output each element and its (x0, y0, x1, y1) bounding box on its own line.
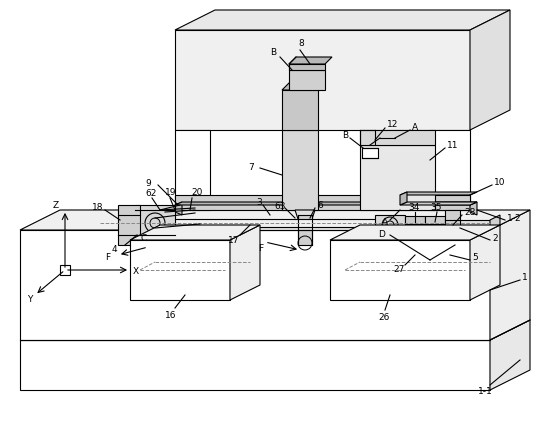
Text: 16: 16 (165, 311, 177, 319)
Text: A: A (382, 217, 388, 227)
Text: 3: 3 (256, 197, 262, 206)
Polygon shape (130, 225, 260, 240)
Polygon shape (470, 225, 500, 300)
Text: 8: 8 (298, 38, 304, 48)
Polygon shape (295, 210, 315, 240)
Text: 17: 17 (228, 235, 239, 244)
Text: 10: 10 (494, 178, 505, 187)
Text: 9: 9 (145, 179, 151, 187)
Text: 18: 18 (92, 203, 103, 211)
Text: F: F (258, 243, 263, 252)
Text: Y: Y (27, 295, 32, 305)
Polygon shape (330, 240, 470, 300)
Polygon shape (282, 90, 318, 130)
Text: Z: Z (53, 200, 59, 209)
Polygon shape (289, 70, 325, 90)
Text: D: D (378, 230, 385, 238)
Polygon shape (230, 225, 260, 300)
Text: 27: 27 (393, 265, 404, 274)
Polygon shape (490, 210, 530, 340)
Polygon shape (490, 320, 530, 390)
Polygon shape (375, 215, 405, 235)
Text: B: B (342, 130, 348, 140)
Polygon shape (360, 145, 435, 210)
Text: 1: 1 (522, 273, 528, 282)
Text: 26: 26 (378, 314, 389, 322)
Polygon shape (135, 205, 175, 240)
Polygon shape (20, 340, 490, 390)
Text: A: A (412, 122, 418, 132)
Polygon shape (175, 10, 510, 30)
Text: 28: 28 (464, 208, 475, 216)
Polygon shape (490, 215, 500, 230)
Polygon shape (360, 130, 435, 145)
Polygon shape (175, 195, 470, 210)
Text: 6: 6 (317, 200, 323, 209)
Polygon shape (400, 192, 407, 205)
Text: 11: 11 (447, 141, 459, 149)
Polygon shape (130, 220, 490, 230)
Text: 5: 5 (472, 254, 478, 262)
Polygon shape (175, 130, 210, 210)
Text: 12: 12 (387, 119, 398, 129)
Polygon shape (175, 30, 470, 130)
Text: 34: 34 (408, 203, 420, 211)
Text: 1-1: 1-1 (478, 387, 493, 397)
Polygon shape (330, 225, 500, 240)
Bar (60, 265, 70, 275)
Polygon shape (470, 202, 477, 215)
Text: 20: 20 (191, 187, 202, 197)
Text: 4: 4 (112, 244, 118, 254)
Polygon shape (20, 210, 530, 230)
Polygon shape (400, 202, 477, 205)
Polygon shape (20, 230, 490, 340)
Text: F: F (105, 254, 110, 262)
Polygon shape (289, 64, 325, 70)
Polygon shape (130, 240, 230, 300)
Polygon shape (118, 205, 140, 245)
Text: 7: 7 (248, 162, 254, 171)
Polygon shape (405, 216, 425, 224)
Text: 62: 62 (145, 189, 156, 197)
Text: 2: 2 (492, 233, 498, 243)
Text: 19: 19 (165, 187, 177, 197)
Polygon shape (298, 215, 312, 245)
Polygon shape (160, 219, 450, 227)
Polygon shape (445, 210, 460, 240)
Text: X: X (133, 268, 139, 276)
Polygon shape (400, 192, 477, 195)
Polygon shape (425, 216, 445, 224)
Polygon shape (430, 130, 470, 210)
Polygon shape (175, 202, 477, 205)
Text: 1-2: 1-2 (507, 214, 521, 222)
Polygon shape (175, 202, 182, 215)
Polygon shape (282, 83, 325, 90)
Polygon shape (362, 148, 378, 158)
Polygon shape (282, 130, 318, 210)
Text: C: C (140, 233, 146, 243)
Text: B: B (270, 48, 276, 57)
Polygon shape (289, 57, 332, 64)
Text: 63: 63 (274, 201, 285, 211)
Text: 35: 35 (430, 203, 442, 211)
Polygon shape (470, 10, 510, 130)
